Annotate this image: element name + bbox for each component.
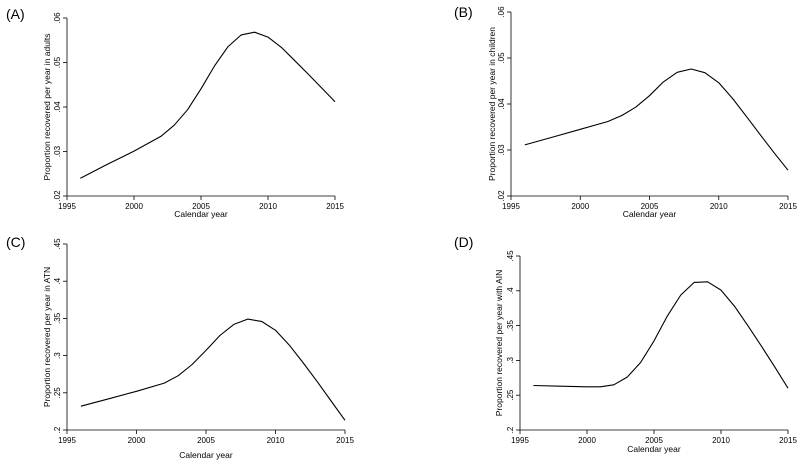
y-axis-title-b: Proportion recovered per year in childre… <box>487 27 497 181</box>
panel-label-d: (D) <box>454 234 474 250</box>
y-tick-label-d: .3 <box>506 357 515 364</box>
y-tick-label-d: .35 <box>506 319 515 331</box>
x-tick-label-b: 2000 <box>571 202 589 211</box>
x-tick-label-c: 2005 <box>197 436 215 445</box>
y-tick-label-a: .03 <box>53 145 62 157</box>
y-tick-label-c: .2 <box>53 426 62 433</box>
series-line-a <box>80 31 336 179</box>
y-tick-label-b: .04 <box>497 98 506 110</box>
x-tick-label-a: 2005 <box>192 202 210 211</box>
x-tick-label-a: 1995 <box>58 202 76 211</box>
chart-b-svg: 1995 2000 2005 2010 2015 .02 .03 .04 .05 .06 Calen… <box>487 6 797 219</box>
x-tick-label-b: 2015 <box>779 202 797 211</box>
chart-panel-d: (D) 1995 2000 2005 2010 2015 .2 .25 .3 .35 .4 .45 C… <box>400 234 799 467</box>
series-line-b <box>524 68 789 171</box>
x-tick-label-b: 2005 <box>641 202 659 211</box>
x-tick-label-b: 2010 <box>710 202 728 211</box>
x-tick-label-a: 2015 <box>326 202 344 211</box>
x-axis-title-b: Calendar year <box>623 209 677 219</box>
y-tick-label-d: .2 <box>506 426 515 433</box>
y-axis-title-a: Proportion recovered per year in adults <box>42 34 52 181</box>
chart-a-svg: 1995 2000 2005 2010 2015 .02 .03 .04 .05 .06 Calen… <box>42 12 344 219</box>
y-tick-label-c: .3 <box>53 352 62 359</box>
series-line-d <box>533 281 789 389</box>
y-tick-label-c: .35 <box>53 312 62 324</box>
y-tick-label-d: .25 <box>506 389 515 401</box>
chart-d-svg: 1995 2000 2005 2010 2015 .2 .25 .3 .35 .4 .45 Calen… <box>494 250 797 454</box>
panel-label-c: (C) <box>6 234 26 250</box>
x-tick-label-d: 2010 <box>712 436 730 445</box>
y-tick-label-a: .05 <box>53 56 62 68</box>
y-tick-label-c: .4 <box>53 277 62 284</box>
x-tick-label-c: 2010 <box>267 436 285 445</box>
x-tick-label-c: 1995 <box>58 436 76 445</box>
x-tick-label-d: 2000 <box>578 436 596 445</box>
y-tick-label-c: .45 <box>53 238 62 250</box>
chart-c-svg: 1995 2000 2005 2010 2015 .2 .25 .3 .35 .4 .45 Calen… <box>42 238 354 460</box>
y-tick-label-b: .06 <box>497 6 506 18</box>
y-tick-label-a: .04 <box>53 101 62 113</box>
y-tick-label-a: .06 <box>53 12 62 24</box>
y-tick-label-a: .02 <box>53 190 62 202</box>
chart-panel-b: (B) 1995 2000 2005 2010 2015 .02 .03 .04 .05 .06 C… <box>400 0 799 234</box>
y-tick-label-b: .03 <box>497 144 506 156</box>
chart-panel-a: (A) 1995 2000 2005 2010 2015 .02 .03 .04 .05 .06 C… <box>0 0 400 234</box>
panel-label-a: (A) <box>6 6 25 22</box>
chart-panel-c: (C) 1995 2000 2005 2010 2015 .2 .25 .3 .35 .4 .45 C… <box>0 234 400 467</box>
x-tick-label-b: 1995 <box>502 202 520 211</box>
x-tick-label-d: 2005 <box>645 436 663 445</box>
x-tick-label-d: 2015 <box>779 436 797 445</box>
x-tick-label-c: 2015 <box>336 436 354 445</box>
y-tick-label-b: .02 <box>497 190 506 202</box>
x-tick-label-c: 2000 <box>128 436 146 445</box>
x-axis-title-d: Calendar year <box>627 444 681 454</box>
y-axis-title-c: Proportion recovered per year in ATN <box>42 267 52 407</box>
y-tick-label-d: .4 <box>506 287 515 294</box>
x-axis-title-a: Calendar year <box>174 209 228 219</box>
panel-label-b: (B) <box>454 4 473 20</box>
x-axis-title-c: Calendar year <box>179 450 233 460</box>
y-tick-label-c: .25 <box>53 387 62 399</box>
x-tick-label-a: 2010 <box>259 202 277 211</box>
y-tick-label-b: .05 <box>497 52 506 64</box>
series-line-c <box>80 318 346 421</box>
y-axis-title-d: Proportion recovered per year with AIN <box>494 270 504 416</box>
y-tick-label-d: .45 <box>506 250 515 262</box>
x-tick-label-d: 1995 <box>511 436 529 445</box>
x-tick-label-a: 2000 <box>125 202 143 211</box>
